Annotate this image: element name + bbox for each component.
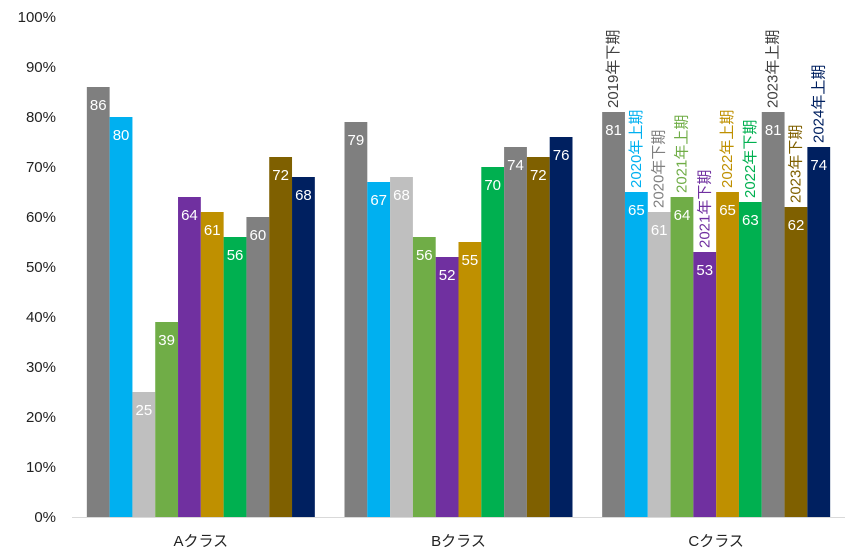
y-tick-label: 90% — [26, 59, 56, 76]
data-label: 72 — [530, 167, 547, 184]
data-labels: 86 80 25 39 64 61 56 60 72 68 79 67 68 56 52 55 70 74 72 76… — [90, 97, 827, 419]
bar — [647, 212, 671, 517]
data-label: 67 — [370, 192, 387, 209]
bar — [716, 192, 739, 517]
y-tick-label: 60% — [26, 209, 56, 226]
legend-entry: 2020年上期 — [628, 110, 645, 188]
bar — [292, 177, 315, 517]
legend-entry: 2022年下期 — [742, 120, 759, 198]
y-tick-label: 100% — [18, 9, 56, 26]
data-label: 74 — [810, 157, 827, 174]
bar — [761, 112, 785, 517]
data-label: 61 — [651, 222, 668, 239]
data-label: 64 — [674, 207, 691, 224]
y-tick-label: 80% — [26, 109, 56, 126]
data-label: 63 — [742, 212, 759, 229]
bar — [178, 197, 201, 517]
y-tick-label: 50% — [26, 259, 56, 276]
bar — [784, 207, 808, 517]
data-label: 79 — [348, 132, 365, 149]
y-tick-label: 70% — [26, 159, 56, 176]
data-label: 72 — [272, 167, 289, 184]
data-label: 39 — [158, 332, 175, 349]
bar — [504, 147, 527, 517]
bar — [602, 112, 625, 517]
bar — [344, 122, 368, 517]
data-label: 53 — [696, 262, 713, 279]
bar — [200, 212, 224, 517]
data-label: 60 — [249, 227, 266, 244]
bar — [246, 217, 270, 517]
data-label: 65 — [719, 202, 736, 219]
legend-entry: 2021年下期 — [696, 170, 713, 248]
bar — [412, 237, 436, 517]
data-label: 56 — [227, 247, 244, 264]
y-tick-label: 40% — [26, 309, 56, 326]
bar — [223, 237, 247, 517]
data-label: 81 — [605, 122, 622, 139]
bar — [86, 87, 110, 517]
legend: 2019年下期 2020年上期 2020年下期 2021年上期 2021年下期 2022年… — [605, 30, 827, 248]
bar — [693, 252, 717, 517]
data-label: 74 — [507, 157, 524, 174]
y-tick-label: 30% — [26, 359, 56, 376]
category-label: Cクラス — [688, 533, 744, 550]
bar — [526, 157, 550, 517]
bar — [807, 147, 831, 517]
bar — [367, 182, 391, 517]
category-labels: Aクラス Bクラス Cクラス — [173, 533, 743, 550]
legend-entry: 2020年下期 — [651, 130, 668, 208]
data-label: 81 — [765, 122, 782, 139]
data-label: 68 — [295, 187, 312, 204]
data-label: 76 — [553, 147, 570, 164]
bar — [481, 167, 505, 517]
bars — [86, 87, 831, 517]
data-label: 25 — [135, 402, 152, 419]
bar — [390, 177, 413, 517]
bar — [738, 202, 762, 517]
bar — [269, 157, 293, 517]
data-label: 55 — [462, 252, 479, 269]
y-tick-label: 10% — [26, 459, 56, 476]
legend-entry: 2024年上期 — [810, 65, 827, 143]
data-label: 65 — [628, 202, 645, 219]
legend-entry: 2023年下期 — [787, 125, 804, 203]
data-label: 52 — [439, 267, 456, 284]
y-tick-label: 20% — [26, 409, 56, 426]
data-label: 56 — [416, 247, 433, 264]
y-tick-label: 0% — [34, 509, 56, 526]
bar — [670, 197, 694, 517]
legend-entry: 2022年上期 — [719, 110, 736, 188]
bar — [155, 322, 179, 517]
bar — [458, 242, 482, 517]
data-label: 64 — [181, 207, 198, 224]
legend-entry: 2019年下期 — [605, 30, 622, 108]
bar — [132, 392, 156, 517]
legend-entry: 2023年上期 — [765, 30, 782, 108]
legend-entry: 2021年上期 — [673, 115, 690, 193]
data-label: 70 — [484, 177, 501, 194]
data-label: 68 — [393, 187, 410, 204]
category-label: Bクラス — [431, 533, 486, 550]
data-label: 62 — [788, 217, 805, 234]
bar — [435, 257, 459, 517]
data-label: 80 — [113, 127, 130, 144]
bar — [109, 117, 133, 517]
y-axis: 0% 10% 20% 30% 40% 50% 60% 70% 80% 90% 100% — [18, 9, 56, 526]
bar — [549, 137, 573, 517]
category-label: Aクラス — [173, 533, 228, 550]
data-label: 86 — [90, 97, 107, 114]
bar — [624, 192, 648, 517]
data-label: 61 — [204, 222, 221, 239]
